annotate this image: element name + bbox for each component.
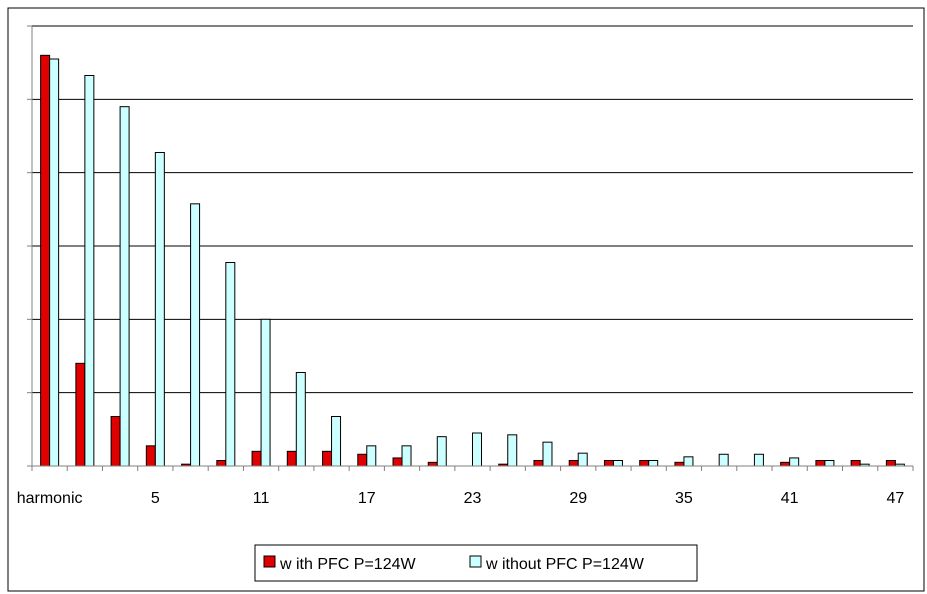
legend-label-without-pfc: w ithout PFC P=124W	[485, 556, 645, 573]
gridlines	[32, 25, 913, 394]
bar-without-pfc-45	[824, 460, 835, 467]
bar-without-pfc-37	[683, 456, 694, 467]
bars	[40, 54, 905, 467]
bar-without-pfc-15	[295, 372, 306, 467]
legend: w ith PFC P=124W w ithout PFC P=124W	[254, 544, 698, 582]
bar-with-pfc-33	[603, 460, 614, 467]
bar-without-pfc-35	[648, 460, 659, 467]
x-tick-label: 47	[886, 490, 904, 507]
bar-without-pfc-3	[84, 75, 95, 467]
x-tick-label: 11	[253, 490, 270, 507]
bar-with-pfc-47	[850, 460, 861, 467]
bar-without-pfc-21	[401, 445, 412, 467]
x-tick-label: 23	[464, 490, 482, 507]
bar-without-pfc-33	[612, 460, 623, 467]
bar-with-pfc-23	[427, 461, 438, 467]
bar-without-pfc-13	[260, 318, 271, 467]
bar-without-pfc-11	[225, 262, 236, 467]
x-tick-label: 17	[358, 490, 376, 507]
axes	[27, 25, 914, 471]
bar-with-pfc-49	[885, 460, 896, 467]
bar-with-pfc-29	[533, 460, 544, 467]
x-tick-label: harmonic	[17, 490, 83, 507]
bar-without-pfc-29	[542, 441, 553, 467]
bar-without-pfc-7	[154, 152, 165, 467]
legend-box	[254, 544, 698, 582]
x-tick-label: 5	[151, 490, 160, 507]
bar-without-pfc-27	[507, 434, 518, 467]
bar-with-pfc-harmonic	[40, 54, 51, 467]
bar-without-pfc-17	[331, 416, 342, 467]
bar-with-pfc-3	[75, 362, 86, 467]
bar-with-pfc-7	[145, 445, 156, 467]
legend-swatch-with-pfc	[263, 555, 276, 568]
x-tick-labels: harmonic 5 11 17 23 29 35 41 47	[17, 490, 905, 507]
bar-without-pfc-19	[366, 445, 377, 467]
bar-with-pfc-45	[815, 460, 826, 467]
bar-with-pfc-21	[392, 457, 403, 467]
bar-with-pfc-37	[674, 461, 685, 467]
bar-with-pfc-19	[357, 453, 368, 467]
bar-with-pfc-11	[216, 460, 227, 467]
bar-without-pfc-39	[718, 453, 729, 467]
legend-label-with-pfc: w ith PFC P=124W	[279, 556, 417, 573]
bar-without-pfc-25	[472, 432, 482, 467]
x-tick-label: 41	[781, 490, 799, 507]
bar-with-pfc-43	[780, 461, 791, 467]
bar-without-pfc-harmonic	[49, 58, 60, 467]
x-tick-label: 35	[675, 490, 693, 507]
bar-with-pfc-17	[322, 450, 333, 467]
bar-without-pfc-9	[190, 203, 201, 467]
bar-with-pfc-5	[110, 416, 121, 467]
legend-swatch-without-pfc	[469, 555, 482, 568]
bar-without-pfc-43	[789, 457, 800, 467]
bar-with-pfc-15	[286, 450, 297, 467]
bar-without-pfc-41	[753, 453, 764, 467]
bar-without-pfc-5	[119, 106, 130, 467]
bar-with-pfc-35	[639, 460, 650, 467]
bar-without-pfc-31	[577, 452, 588, 467]
bar-with-pfc-31	[568, 460, 579, 467]
bar-with-pfc-13	[251, 450, 262, 467]
x-tick-label: 29	[569, 490, 587, 507]
bar-without-pfc-23	[436, 436, 447, 467]
